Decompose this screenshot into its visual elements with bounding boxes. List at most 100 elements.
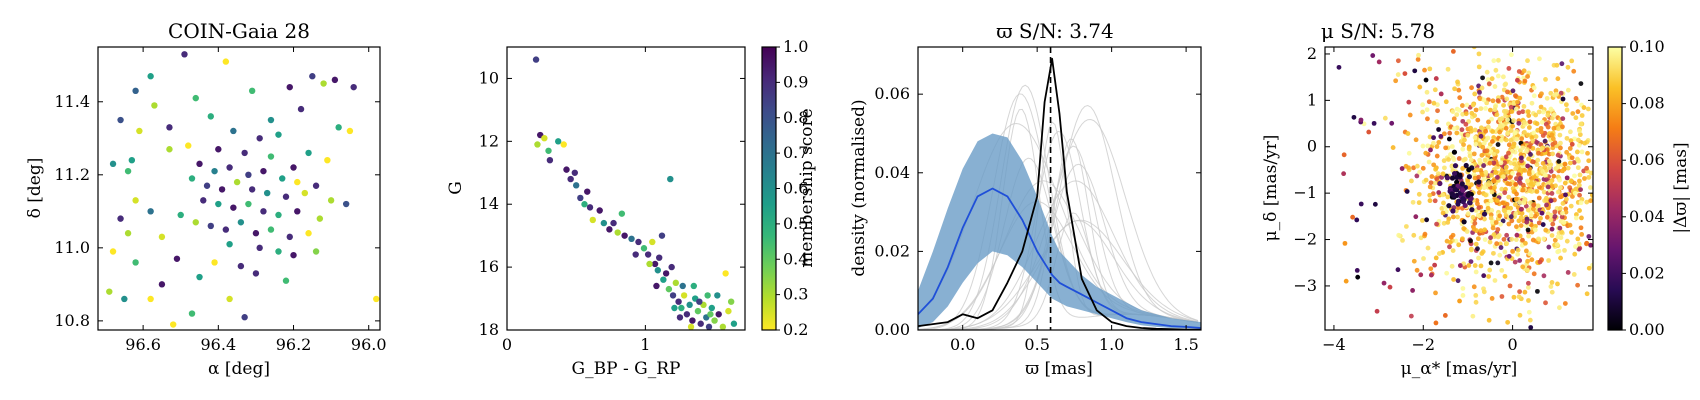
field-star [1443,99,1449,105]
outlier-star [1569,141,1575,147]
outlier-star [1336,64,1342,70]
field-star [1573,215,1579,221]
field-star [1501,207,1507,213]
field-star [1584,291,1590,297]
sky-point [124,167,132,175]
field-star [1567,129,1573,135]
field-star [1425,143,1431,149]
outlier-star [1513,181,1519,187]
cmd-point [671,304,678,312]
field-star [1492,278,1498,283]
field-star [1523,248,1529,254]
field-star [1505,89,1510,95]
field-star [1543,76,1548,82]
sky-point [132,87,139,95]
field-star [1472,135,1478,141]
field-star [1446,157,1451,162]
cmd-point [653,282,660,290]
field-star [1481,289,1487,295]
field-star [1510,123,1516,129]
field-star [1451,277,1457,282]
field-star [1551,173,1557,179]
sky-point [237,219,245,226]
field-star [1582,176,1587,181]
field-star [1588,170,1593,176]
field-star [1416,200,1422,206]
sky-point [275,211,282,219]
field-star [1576,182,1582,188]
field-star [1481,185,1487,191]
sky-point [267,116,275,124]
field-star [1564,196,1569,202]
outlier-star [1446,136,1452,142]
field-star [1557,206,1563,211]
field-star [1431,140,1436,146]
field-star [1525,74,1530,79]
field-star [1569,155,1575,161]
cmd-point [662,270,670,277]
field-star [1600,176,1605,181]
cluster-star [1452,186,1458,193]
panel4-ytick-label: 1 [1307,90,1317,109]
field-star [1550,151,1555,157]
cmd-point [589,216,596,224]
outlier-star [1442,313,1448,318]
field-star [1536,220,1542,226]
field-star [1495,234,1501,240]
field-star [1456,242,1462,248]
panel4-xtick-label: −4 [1322,335,1346,354]
field-star [1420,102,1426,108]
field-star [1450,109,1456,115]
panel4-title: μ S/N: 5.78 [1321,19,1435,43]
panel1-ticks: 96.6 96.4 96.2 96.0 10.8 11.0 11.2 11.4 [54,47,387,354]
field-star [1517,180,1523,186]
field-star [1395,58,1401,64]
field-star [1433,290,1438,296]
field-star [1480,144,1486,150]
field-star [1565,165,1571,171]
field-star [1498,137,1504,143]
field-star [1434,119,1440,125]
field-star [1486,119,1491,125]
field-star [1491,178,1497,184]
field-star [1486,25,1491,30]
field-star [1505,131,1510,137]
field-star [1530,237,1536,243]
cluster-star [1449,175,1456,181]
field-star [1464,229,1470,234]
field-star [1536,150,1541,156]
field-star [1455,79,1460,85]
field-star [1405,131,1411,136]
outlier-star [1354,267,1360,273]
field-star [1450,248,1456,253]
field-star [1560,116,1566,122]
field-star [1558,185,1563,191]
sky-point [147,208,154,215]
field-star [1509,52,1514,58]
outlier-star [1343,278,1349,284]
field-star [1476,190,1482,196]
field-star [1549,132,1555,138]
sky-point [106,288,113,295]
field-star [1513,166,1519,172]
field-star [1507,283,1513,289]
sky-point [335,124,342,131]
field-star [1549,183,1555,189]
field-star [1514,136,1520,142]
field-star [1575,109,1581,115]
field-star [1462,137,1467,143]
cmd-point [689,317,696,324]
outlier-star [1428,147,1433,153]
field-star [1491,160,1497,166]
cmd-point [577,194,584,202]
field-star [1505,205,1511,211]
field-star [1492,107,1498,113]
field-star [1493,67,1499,73]
outlier-star [1560,96,1566,102]
sky-point [200,197,207,204]
field-star [1473,141,1479,147]
cluster-star [1466,167,1472,173]
sky-point [218,186,226,193]
sky-point [207,222,214,230]
field-star [1485,202,1490,207]
